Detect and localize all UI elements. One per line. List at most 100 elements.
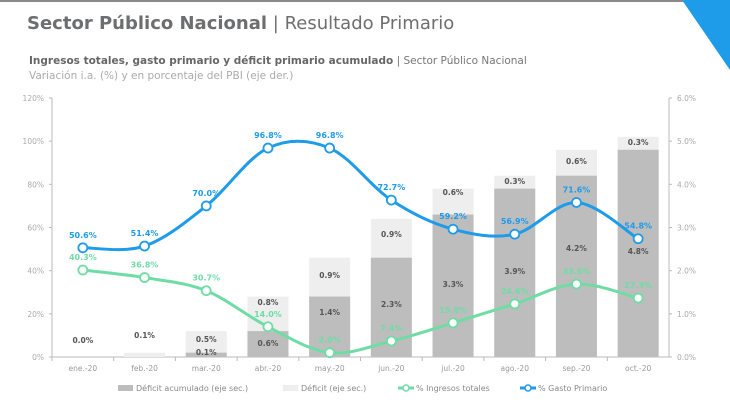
ingresos-totales-point [509,298,521,310]
ingresos-totales-label: 40.3% [69,253,97,262]
deficit-acumulado-label: 3.9% [504,267,525,276]
deficit-label: 0.6% [566,157,587,166]
gasto-primario-label: 54.8% [624,222,652,231]
brand-triangle [682,0,730,70]
ingresos-totales-label: 2.0% [319,336,341,345]
deficit-acumulado-label: 2.3% [381,300,402,309]
deficit-acumulado-label: 4.2% [566,244,587,253]
gasto-primario-label: 59.2% [439,212,467,221]
deficit-acumulado-label: 1.4% [319,308,340,317]
legend-label: % Ingresos totales [416,384,490,393]
gasto-primario-label: 96.8% [254,131,282,140]
title-rest: Resultado Primario [284,13,455,34]
y-left-tick-label: 120% [23,94,44,103]
legend-marker [402,384,410,392]
top-border [0,0,730,2]
deficit-acumulado-label: 4.8% [628,247,649,256]
x-tick-label: jul.-20 [440,364,465,373]
deficit-label: 0.3% [504,177,525,186]
subtitle-rest: | Sector Público Nacional [393,55,527,67]
gasto-primario-label: 56.9% [501,217,529,226]
gasto-primario-point [632,233,644,245]
deficit-acumulado-bar [617,149,659,357]
gasto-primario-label: 70.0% [192,189,220,198]
y-left-tick-label: 80% [27,180,44,189]
page-title: Sector Público Nacional | Resultado Prim… [27,13,454,34]
legend-label: Déficit acumulado (eje sec.) [136,383,248,393]
ingresos-totales-label: 24.6% [501,287,529,296]
deficit-label: 0.0% [72,336,93,345]
y-right-tick-label: 4.0% [677,180,696,189]
gasto-primario-label: 50.6% [69,231,97,240]
x-tick-label: feb.-20 [131,364,158,373]
x-tick-label: abr.-20 [255,364,282,373]
gasto-primario-point [77,242,89,254]
y-left-tick-label: 0% [32,353,44,362]
ingresos-totales-line [82,268,639,355]
y-left-tick-label: 60% [27,224,44,233]
gasto-primario-label: 96.8% [316,131,344,140]
ingresos-totales-label: 15.8% [439,306,467,315]
y-right-tick-label: 2.0% [677,267,696,276]
x-tick-label: mar.-20 [192,364,221,373]
chart-subtitle: Ingresos totales, gasto primario y défic… [29,55,527,67]
y-right-tick-label: 0.0% [677,353,696,362]
y-left-tick-label: 40% [27,267,44,276]
ingresos-totales-point [77,264,89,276]
gasto-primario-point [324,142,336,154]
ingresos-totales-point [262,321,274,333]
deficit-acumulado-label: 0.6% [258,339,279,348]
deficit-label: 0.9% [381,230,402,239]
chart-subtitle-2: Variación i.a. (%) y en porcentaje del P… [29,70,294,82]
ingresos-totales-point [200,285,212,297]
deficit-acumulado-bar [494,188,536,357]
y-right-tick-label: 1.0% [677,310,696,319]
x-tick-label: ago.-20 [501,364,530,373]
gasto-primario-point [385,194,397,206]
legend-swatch [283,385,298,391]
deficit-label: 0.6% [443,188,464,197]
title-bold: Sector Público Nacional [27,13,268,34]
gasto-primario-point [447,223,459,235]
y-left-tick-label: 20% [27,310,44,319]
gasto-primario-point [139,240,150,252]
x-tick-label: jun.-20 [377,364,404,373]
y-left-tick-label: 100% [23,137,44,146]
x-tick-label: ene.-20 [69,364,98,373]
gasto-primario-point [509,228,521,240]
gasto-primario-label: 51.4% [131,229,159,238]
gasto-primario-point [200,200,212,212]
ingresos-totales-point [139,272,150,283]
gasto-primario-label: 72.7% [377,183,405,192]
deficit-label: 0.9% [319,271,340,280]
deficit-acumulado-label: 3.3% [443,280,464,289]
deficit-label: 0.8% [258,298,279,307]
y-right-tick-label: 6.0% [677,94,696,103]
gasto-primario-label: 71.6% [563,185,591,194]
legend-marker [524,384,532,392]
deficit-label: 0.5% [196,335,217,344]
y-right-tick-label: 3.0% [677,224,696,233]
ingresos-totales-label: 27.3% [624,281,652,290]
subtitle-bold: Ingresos totales, gasto primario y défic… [29,55,394,67]
ingresos-totales-label: 7.4% [380,324,402,333]
ingresos-totales-point [571,278,582,290]
ingresos-totales-point [385,335,397,347]
gasto-primario-point [262,142,274,154]
deficit-label: 0.3% [628,138,649,147]
deficit-bar [124,352,166,357]
deficit-acumulado-label: 0.1% [196,348,217,357]
ingresos-totales-point [324,347,336,359]
ingresos-totales-point [447,317,459,329]
x-tick-label: may.-20 [315,364,345,373]
ingresos-totales-label: 14.0% [254,310,282,319]
ingresos-totales-label: 36.8% [131,261,159,270]
title-sep: | [267,13,285,34]
x-tick-label: oct.-20 [625,364,652,373]
ingresos-totales-point [632,292,644,304]
deficit-acumulado-bar [309,296,351,357]
deficit-label: 0.1% [134,331,155,340]
y-right-tick-label: 5.0% [677,137,696,146]
legend-swatch [118,385,133,391]
